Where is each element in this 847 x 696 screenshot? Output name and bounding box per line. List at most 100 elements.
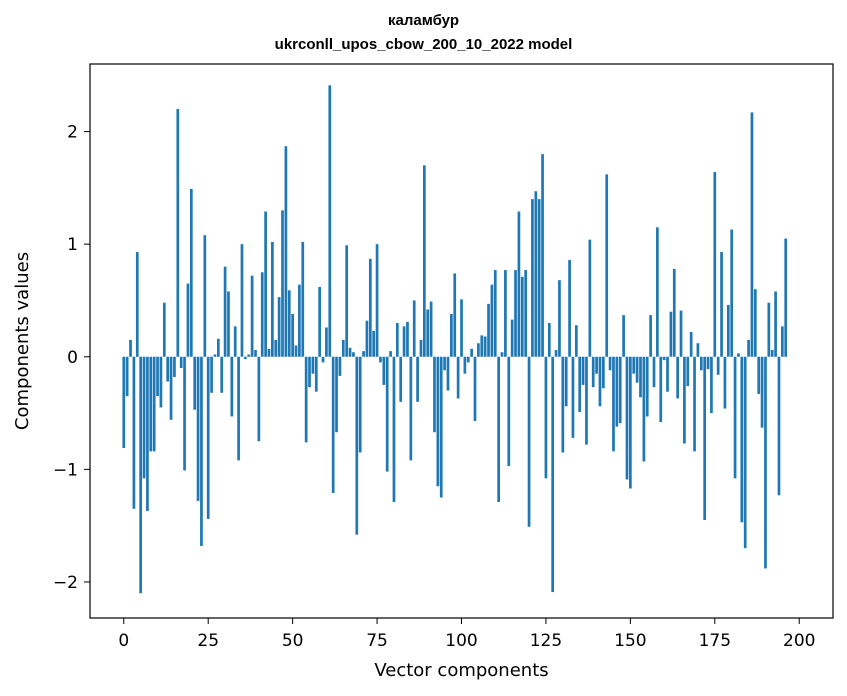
bar [358,356,362,453]
bar [260,272,264,357]
bar [699,356,703,371]
bar [122,356,126,448]
bar [395,322,399,357]
bar [125,356,129,397]
bar [321,356,325,363]
bar [497,356,501,503]
bar [392,356,396,503]
bar [173,356,176,378]
bar [564,356,568,407]
bar [210,356,213,393]
bar [335,356,338,433]
bar [146,356,149,512]
bar [402,326,406,357]
bar [720,252,723,357]
bar [726,304,730,357]
bar [710,356,713,414]
bar [520,276,524,357]
bar [470,348,473,357]
bar [189,188,193,357]
bar [341,339,345,357]
y-tick-label: 2 [67,123,78,143]
bar [601,356,605,389]
y-tick-label: −2 [53,573,78,593]
bar [318,286,322,357]
bar [561,356,565,453]
bar [463,356,467,374]
bar [311,356,315,374]
bar [274,339,278,357]
bar [409,356,413,461]
bar [588,239,592,357]
bar [368,258,372,357]
bar [382,356,386,385]
bar [531,199,534,357]
bar [547,322,551,357]
bar [642,356,646,462]
bar [551,356,555,593]
bar [632,356,636,374]
y-axis-label: Components values [12,252,33,430]
bar [385,356,389,472]
bar [558,280,561,357]
chart-title: каламбур [388,12,459,29]
bar [301,241,305,357]
bar [750,112,754,357]
bar [777,356,781,496]
bar [348,347,352,357]
x-tick-label: 175 [699,631,731,651]
bar [608,356,612,371]
bar [460,299,463,357]
bar [456,356,460,399]
bar [129,339,132,357]
bar [230,356,234,417]
bar [581,356,585,385]
bar [770,350,774,357]
bar [277,297,281,357]
bar [450,313,453,357]
bar [666,356,669,392]
bar [375,244,379,357]
bar [571,356,575,438]
bar [247,354,251,357]
bar [223,266,227,357]
bar [483,336,487,357]
bar [767,302,771,357]
bar [237,356,240,461]
bar [649,315,652,357]
bar [412,300,416,357]
bar [629,356,632,489]
bar [514,270,517,357]
x-axis-label: Vector components [374,660,548,681]
bar [139,356,143,594]
bar [406,321,409,357]
bar [743,356,747,549]
bar [679,310,683,357]
bar [233,326,237,357]
bar [656,227,659,357]
bar [541,154,544,357]
bar [156,356,159,397]
bar [308,356,311,388]
bar [135,252,139,357]
bars-group [122,85,788,594]
bar [433,356,436,433]
bar [352,352,355,357]
bar [267,348,271,357]
bar [645,356,649,417]
bar [591,356,595,388]
bar [446,356,450,391]
bar [149,356,153,452]
x-tick-label: 25 [197,631,219,651]
bar [537,199,541,357]
bar [686,356,690,387]
x-tick-label: 125 [530,631,562,651]
bar [325,327,328,357]
bar [162,302,166,357]
bar [264,211,267,357]
bar [493,270,497,357]
bar [439,356,443,498]
bar [196,356,200,501]
bar [271,241,274,357]
